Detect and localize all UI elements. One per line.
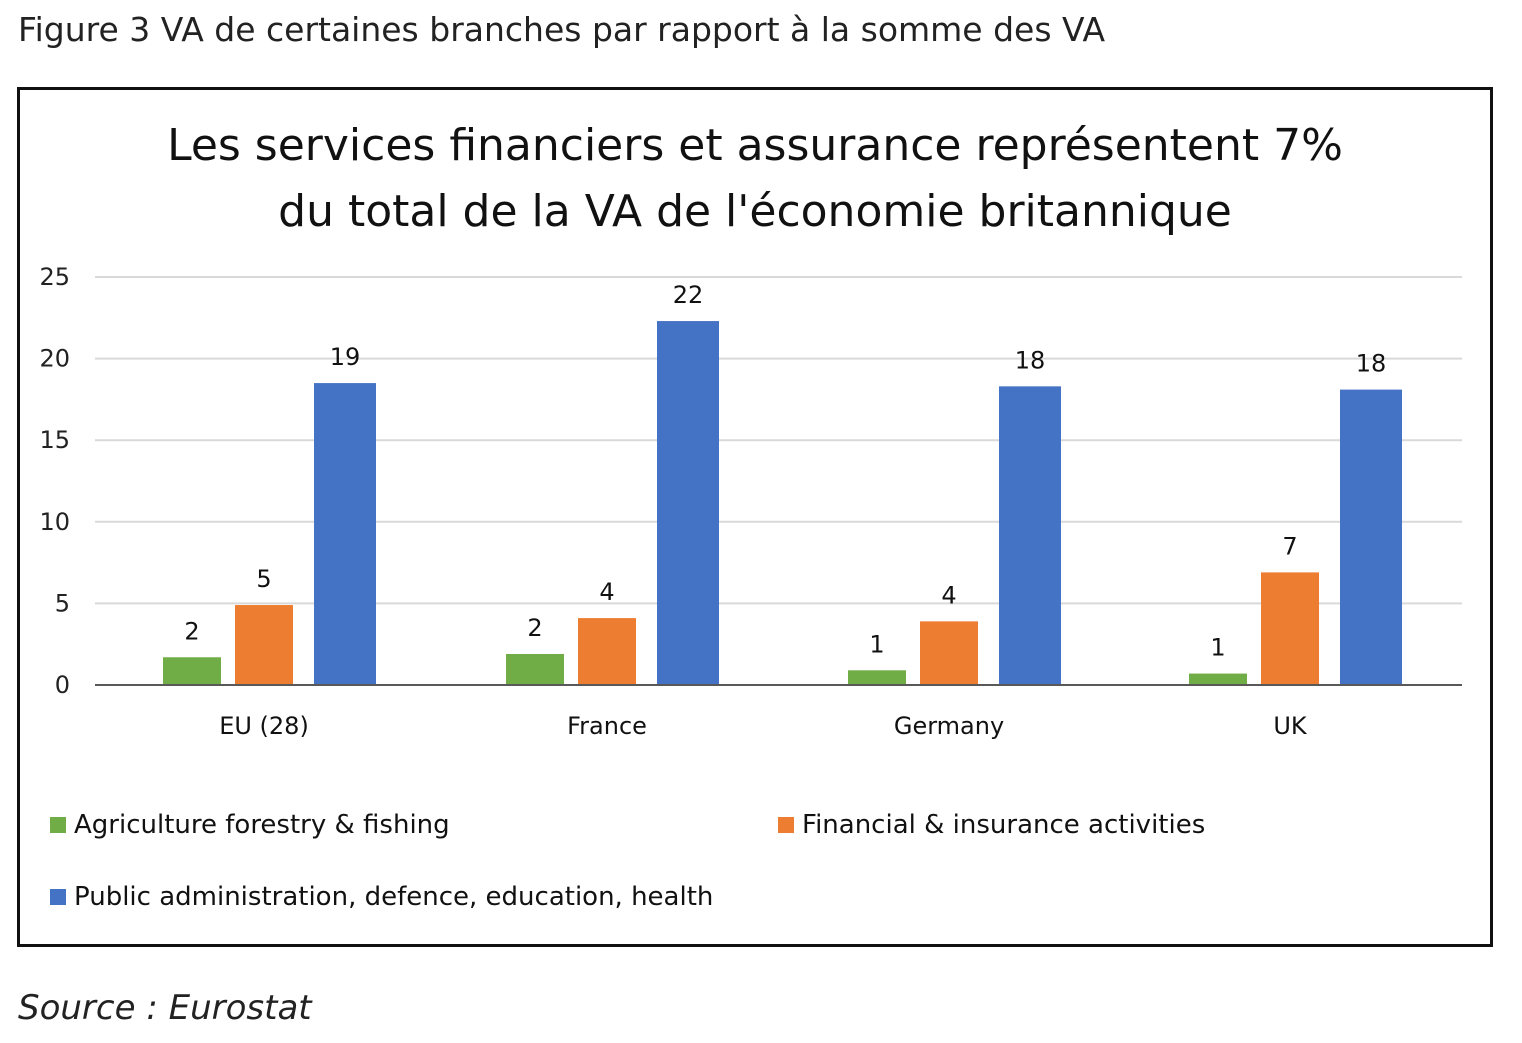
bar — [578, 618, 636, 685]
x-tick-label: France — [567, 712, 647, 740]
y-tick-label: 25 — [39, 263, 70, 291]
bar — [1189, 673, 1247, 685]
data-label: 18 — [1015, 346, 1046, 374]
bar — [506, 653, 564, 685]
legend-label: Agriculture forestry & fishing — [74, 810, 450, 840]
legend-label: Public administration, defence, educatio… — [74, 882, 714, 912]
y-tick-label: 15 — [39, 426, 70, 454]
chart-title-line: Les services financiers et assurance rep… — [167, 120, 1343, 171]
y-tick-label: 0 — [55, 671, 70, 699]
bar — [848, 670, 906, 685]
data-label: 1 — [1210, 634, 1225, 662]
x-tick-label: UK — [1273, 712, 1308, 740]
legend-item: Public administration, defence, educatio… — [50, 882, 713, 912]
legend-swatch — [50, 889, 66, 905]
legend-swatch — [778, 817, 794, 833]
bar — [314, 383, 376, 685]
bar — [163, 657, 221, 685]
legend-item: Agriculture forestry & fishing — [50, 810, 450, 840]
data-label: 5 — [256, 565, 271, 593]
x-tick-label: EU (28) — [219, 712, 309, 740]
legend-swatch — [50, 817, 66, 833]
bar — [1340, 389, 1402, 685]
x-tick-label: Germany — [894, 712, 1004, 740]
legend-label: Financial & insurance activities — [802, 810, 1206, 840]
data-label: 2 — [184, 617, 199, 645]
figure-title: Figure 3 VA de certaines branches par ra… — [18, 10, 1106, 49]
data-label: 18 — [1356, 350, 1387, 378]
data-label: 4 — [599, 578, 614, 606]
data-label: 22 — [673, 281, 704, 309]
source-note: Source : Eurostat — [18, 988, 312, 1028]
y-tick-label: 10 — [39, 508, 70, 536]
bar — [657, 321, 719, 685]
y-tick-label: 20 — [39, 345, 70, 373]
legend-item: Financial & insurance activities — [778, 810, 1205, 840]
data-label: 7 — [1282, 532, 1297, 560]
bar — [999, 386, 1061, 685]
bar — [1261, 572, 1319, 685]
chart-frame: Les services financiers et assurance rep… — [17, 87, 1493, 947]
data-label: 19 — [330, 343, 361, 371]
data-label: 1 — [869, 630, 884, 658]
bar — [235, 605, 293, 685]
bar-chart: Les services financiers et assurance rep… — [39, 120, 1462, 740]
y-tick-label: 5 — [55, 589, 70, 617]
bar — [920, 621, 978, 685]
data-label: 4 — [941, 581, 956, 609]
chart-title-line: du total de la VA de l'économie britanni… — [278, 186, 1232, 237]
data-label: 2 — [527, 614, 542, 642]
